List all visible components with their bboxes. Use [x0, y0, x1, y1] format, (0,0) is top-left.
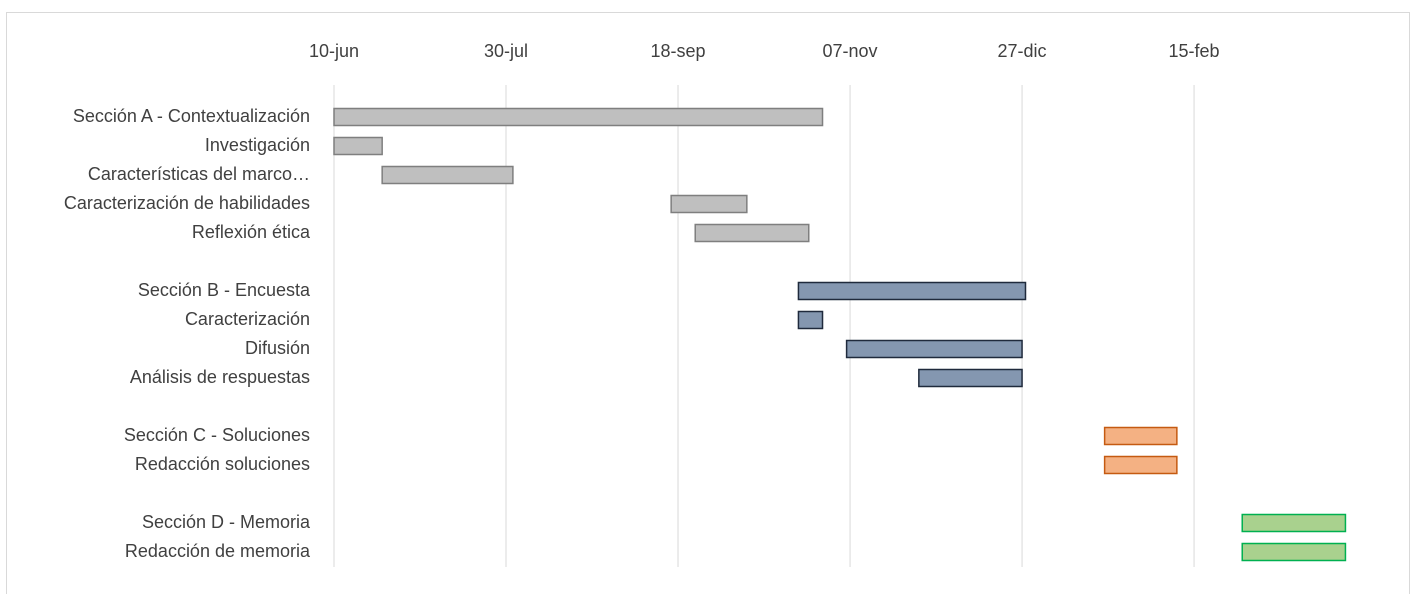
task-label: Sección A - Contextualización [73, 106, 310, 126]
gridlines [333, 85, 1195, 567]
x-tick-label: 27-dic [998, 41, 1047, 61]
task-bar [918, 368, 1023, 388]
task-bar [1103, 455, 1178, 475]
task-bar [797, 281, 1027, 301]
task-bar [845, 339, 1023, 359]
task-label: Sección B - Encuesta [138, 280, 311, 300]
task-bars [333, 107, 1347, 562]
task-label: Sección D - Memoria [142, 512, 311, 532]
task-label: Redacción de memoria [125, 541, 311, 561]
task-label: Investigación [205, 135, 310, 155]
task-bar [333, 107, 824, 127]
task-label: Caracterización [185, 309, 310, 329]
task-label: Caracterización de habilidades [64, 193, 310, 213]
task-bar [694, 223, 810, 243]
task-label: Reflexión ética [192, 222, 311, 242]
task-bar [1103, 426, 1178, 446]
task-label: Redacción soluciones [135, 454, 310, 474]
task-bar [797, 310, 824, 330]
x-tick-label: 10-jun [309, 41, 359, 61]
task-bar [1241, 513, 1347, 533]
x-tick-label: 18-sep [651, 41, 706, 61]
task-bar [381, 165, 514, 185]
task-bar [1241, 542, 1347, 562]
task-labels: Sección A - Contextualización Investigaci… [64, 106, 311, 561]
task-bar [333, 136, 383, 156]
task-label: Análisis de respuestas [130, 367, 310, 387]
task-label: Sección C - Soluciones [124, 425, 310, 445]
x-tick-label: 15-feb [1169, 41, 1220, 61]
x-axis-ticks: 10-jun 30-jul 18-sep 07-nov 27-dic 15-feb [309, 41, 1220, 61]
x-tick-label: 07-nov [823, 41, 878, 61]
x-tick-label: 30-jul [484, 41, 528, 61]
task-bar [670, 194, 748, 214]
task-label: Difusión [245, 338, 310, 358]
task-label: Características del marco… [88, 164, 310, 184]
